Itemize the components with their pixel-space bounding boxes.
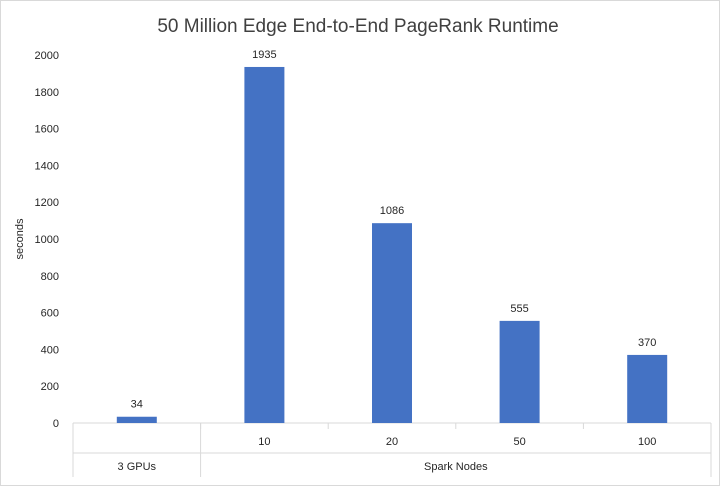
x-category-label: 10 xyxy=(258,436,270,448)
y-tick-label: 600 xyxy=(41,308,59,320)
x-category-label: 20 xyxy=(386,436,398,448)
y-tick-label: 800 xyxy=(41,271,59,283)
x-category-label: 50 xyxy=(513,436,525,448)
data-label: 555 xyxy=(510,303,528,315)
group-labels: 3 GPUs Spark Nodes xyxy=(118,461,489,473)
x-category-label: 100 xyxy=(638,436,656,448)
bar xyxy=(244,66,285,424)
y-tick-label: 1600 xyxy=(35,124,59,136)
category-labels: 10 20 50 100 xyxy=(258,436,656,448)
y-tick-label: 1800 xyxy=(35,87,59,99)
y-axis-ticks: 0 200 400 600 800 1000 1200 1400 1600 1800 2000 xyxy=(35,50,59,430)
axes xyxy=(72,422,712,477)
bar xyxy=(116,416,157,423)
bar xyxy=(627,354,668,423)
y-axis-title: seconds xyxy=(14,218,26,259)
y-tick-label: 1400 xyxy=(35,160,59,172)
y-tick-label: 400 xyxy=(41,344,59,356)
x-group-label: 3 GPUs xyxy=(118,461,157,473)
data-label: 1086 xyxy=(380,205,404,217)
data-label: 34 xyxy=(131,399,143,411)
data-label: 370 xyxy=(638,337,656,349)
bar xyxy=(372,223,412,423)
bars xyxy=(116,66,668,424)
y-tick-label: 0 xyxy=(53,418,59,430)
y-tick-label: 2000 xyxy=(35,50,59,62)
y-tick-label: 1000 xyxy=(35,234,59,246)
data-labels: 34 1935 1086 555 370 xyxy=(131,49,657,411)
y-tick-label: 1200 xyxy=(35,197,59,209)
data-label: 1935 xyxy=(252,49,276,61)
y-tick-label: 200 xyxy=(41,381,59,393)
bar xyxy=(499,320,540,423)
x-group-label: Spark Nodes xyxy=(424,461,488,473)
chart-title: 50 Million Edge End-to-End PageRank Runt… xyxy=(157,16,558,37)
